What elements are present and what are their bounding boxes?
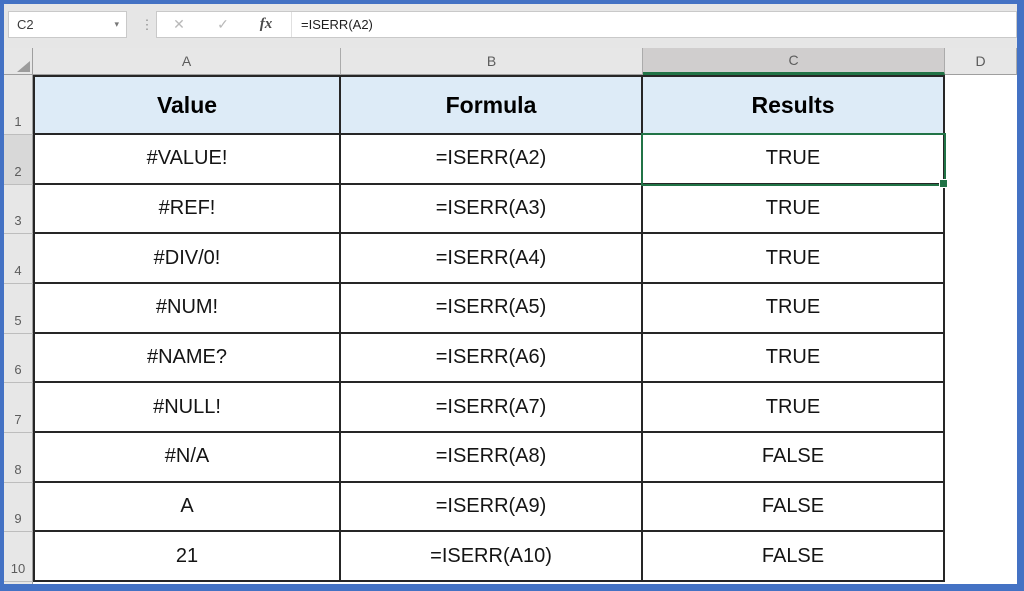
cell-B4[interactable]: =ISERR(A4) bbox=[341, 234, 643, 284]
row-header-2[interactable]: 2 bbox=[4, 135, 33, 185]
column-header-D[interactable]: D bbox=[945, 48, 1017, 75]
cell-D5[interactable] bbox=[945, 283, 1017, 334]
row-header-4[interactable]: 4 bbox=[4, 234, 33, 284]
cell-D6[interactable] bbox=[945, 333, 1017, 384]
select-all-icon bbox=[17, 61, 30, 72]
cell-A2[interactable]: #VALUE! bbox=[33, 135, 341, 185]
cell-A7[interactable]: #NULL! bbox=[33, 383, 341, 433]
cell-C9[interactable]: FALSE bbox=[643, 482, 945, 533]
cell-B2[interactable]: =ISERR(A2) bbox=[341, 135, 643, 185]
row-header-9[interactable]: 9 bbox=[4, 482, 33, 533]
row-header-11-partial bbox=[4, 581, 33, 584]
cell-B9[interactable]: =ISERR(A9) bbox=[341, 482, 643, 533]
cell-A5[interactable]: #NUM! bbox=[33, 283, 341, 334]
cell-A10[interactable]: 21 bbox=[33, 532, 341, 582]
formula-bar-divider bbox=[291, 12, 292, 37]
row-header-3[interactable]: 3 bbox=[4, 184, 33, 235]
cell-C1[interactable]: Results bbox=[643, 75, 945, 135]
cell-C7[interactable]: TRUE bbox=[643, 383, 945, 433]
cell-D10[interactable] bbox=[945, 532, 1017, 582]
cell-D3[interactable] bbox=[945, 184, 1017, 235]
formula-input[interactable]: =ISERR(A2) bbox=[301, 17, 373, 32]
cell-A8[interactable]: #N/A bbox=[33, 432, 341, 483]
cell-C6[interactable]: TRUE bbox=[643, 333, 945, 384]
row-header-8[interactable]: 8 bbox=[4, 432, 33, 483]
column-header-C[interactable]: C bbox=[643, 48, 945, 75]
formula-bar: ✕ ✓ fx =ISERR(A2) bbox=[156, 11, 1017, 38]
fill-handle[interactable] bbox=[939, 179, 948, 188]
column-header-A[interactable]: A bbox=[33, 48, 341, 75]
cell-C3[interactable]: TRUE bbox=[643, 184, 945, 235]
cancel-icon[interactable]: ✕ bbox=[173, 16, 185, 32]
row-header-10[interactable]: 10 bbox=[4, 532, 33, 582]
cell-A4[interactable]: #DIV/0! bbox=[33, 234, 341, 284]
cell-C5[interactable]: TRUE bbox=[643, 283, 945, 334]
cell-B10[interactable]: =ISERR(A10) bbox=[341, 532, 643, 582]
name-box-dropdown-icon[interactable]: ▾ bbox=[114, 19, 119, 29]
row-header-1[interactable]: 1 bbox=[4, 75, 33, 135]
cell-B6[interactable]: =ISERR(A6) bbox=[341, 333, 643, 384]
cell-D9[interactable] bbox=[945, 482, 1017, 533]
cell-A1[interactable]: Value bbox=[33, 75, 341, 135]
formula-bar-grip-icon: ⋮ bbox=[140, 16, 154, 32]
cell-B7[interactable]: =ISERR(A7) bbox=[341, 383, 643, 433]
name-box-value: C2 bbox=[17, 17, 34, 32]
cell-C10[interactable]: FALSE bbox=[643, 532, 945, 582]
cell-C8[interactable]: FALSE bbox=[643, 432, 945, 483]
cell-B1[interactable]: Formula bbox=[341, 75, 643, 135]
formula-bar-area: C2 ▾ ⋮ ✕ ✓ fx =ISERR(A2) bbox=[4, 4, 1017, 48]
name-box[interactable]: C2 ▾ bbox=[8, 11, 127, 38]
row-11-partial bbox=[33, 581, 341, 584]
cell-A3[interactable]: #REF! bbox=[33, 184, 341, 235]
cell-C2[interactable]: TRUE bbox=[643, 135, 945, 185]
cell-B5[interactable]: =ISERR(A5) bbox=[341, 283, 643, 334]
cell-D8[interactable] bbox=[945, 432, 1017, 483]
cell-D2[interactable] bbox=[945, 135, 1017, 185]
cell-D4[interactable] bbox=[945, 234, 1017, 284]
cell-A6[interactable]: #NAME? bbox=[33, 333, 341, 384]
cell-C4[interactable]: TRUE bbox=[643, 234, 945, 284]
column-header-B[interactable]: B bbox=[341, 48, 643, 75]
spreadsheet-grid: A B C D 1 Value Formula Results 2 #VALUE… bbox=[4, 48, 1017, 584]
cell-D7[interactable] bbox=[945, 383, 1017, 433]
cell-D1[interactable] bbox=[945, 75, 1017, 135]
row-header-7[interactable]: 7 bbox=[4, 383, 33, 433]
cell-A9[interactable]: A bbox=[33, 482, 341, 533]
row-header-5[interactable]: 5 bbox=[4, 283, 33, 334]
row-header-6[interactable]: 6 bbox=[4, 333, 33, 384]
enter-icon[interactable]: ✓ bbox=[217, 16, 229, 32]
select-all-button[interactable] bbox=[4, 48, 33, 75]
insert-function-icon[interactable]: fx bbox=[259, 16, 273, 32]
cell-B8[interactable]: =ISERR(A8) bbox=[341, 432, 643, 483]
cell-B3[interactable]: =ISERR(A3) bbox=[341, 184, 643, 235]
